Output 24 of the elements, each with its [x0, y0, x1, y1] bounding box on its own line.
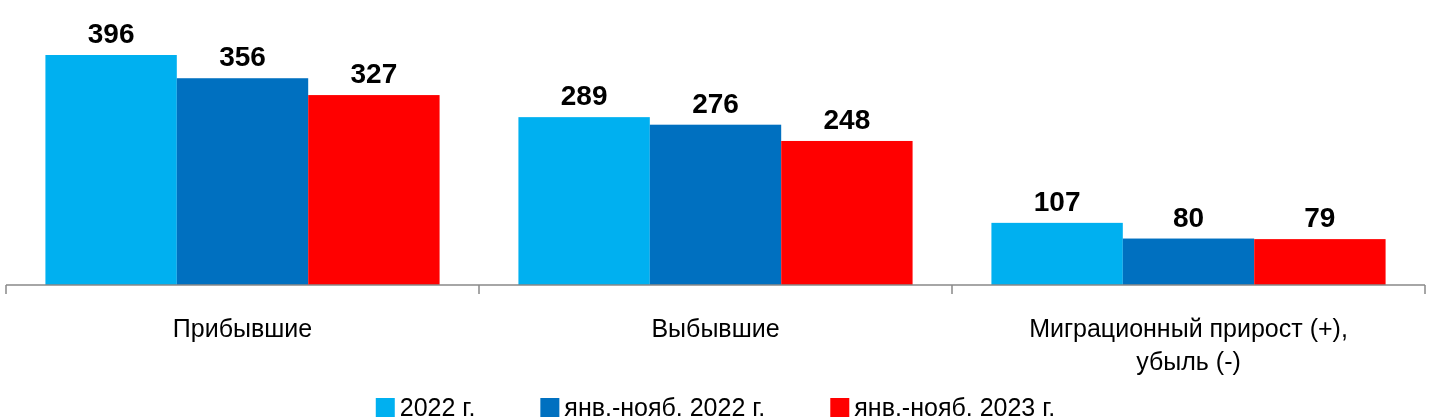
data-label: 396	[87, 18, 135, 49]
bar	[991, 222, 1123, 285]
x-tick-label: Прибывшие	[172, 314, 313, 342]
bar	[649, 124, 782, 285]
data-label: 289	[560, 80, 608, 112]
bar	[1254, 239, 1386, 285]
legend-label: янв.-нояб. 2023 г.	[854, 393, 1056, 420]
data-label: 276	[692, 87, 739, 119]
legend-label: янв.-нояб. 2022 г.	[564, 393, 766, 420]
bar	[308, 95, 440, 285]
bar	[1122, 238, 1255, 285]
data-label: 79	[1304, 202, 1336, 234]
bar	[518, 117, 650, 285]
x-tick-label: Миграционный прирост (+), убыль (-)	[1029, 314, 1348, 375]
data-label: 356	[219, 41, 266, 73]
data-label: 80	[1172, 201, 1205, 233]
x-tick-label: Выбывшие	[651, 314, 780, 342]
bar	[781, 140, 913, 285]
data-label: 107	[1033, 185, 1081, 217]
data-label: 248	[823, 103, 871, 135]
bar	[45, 55, 177, 285]
legend-label: 2022 г.	[399, 393, 476, 420]
bar	[176, 78, 309, 285]
data-label: 327	[350, 58, 398, 90]
